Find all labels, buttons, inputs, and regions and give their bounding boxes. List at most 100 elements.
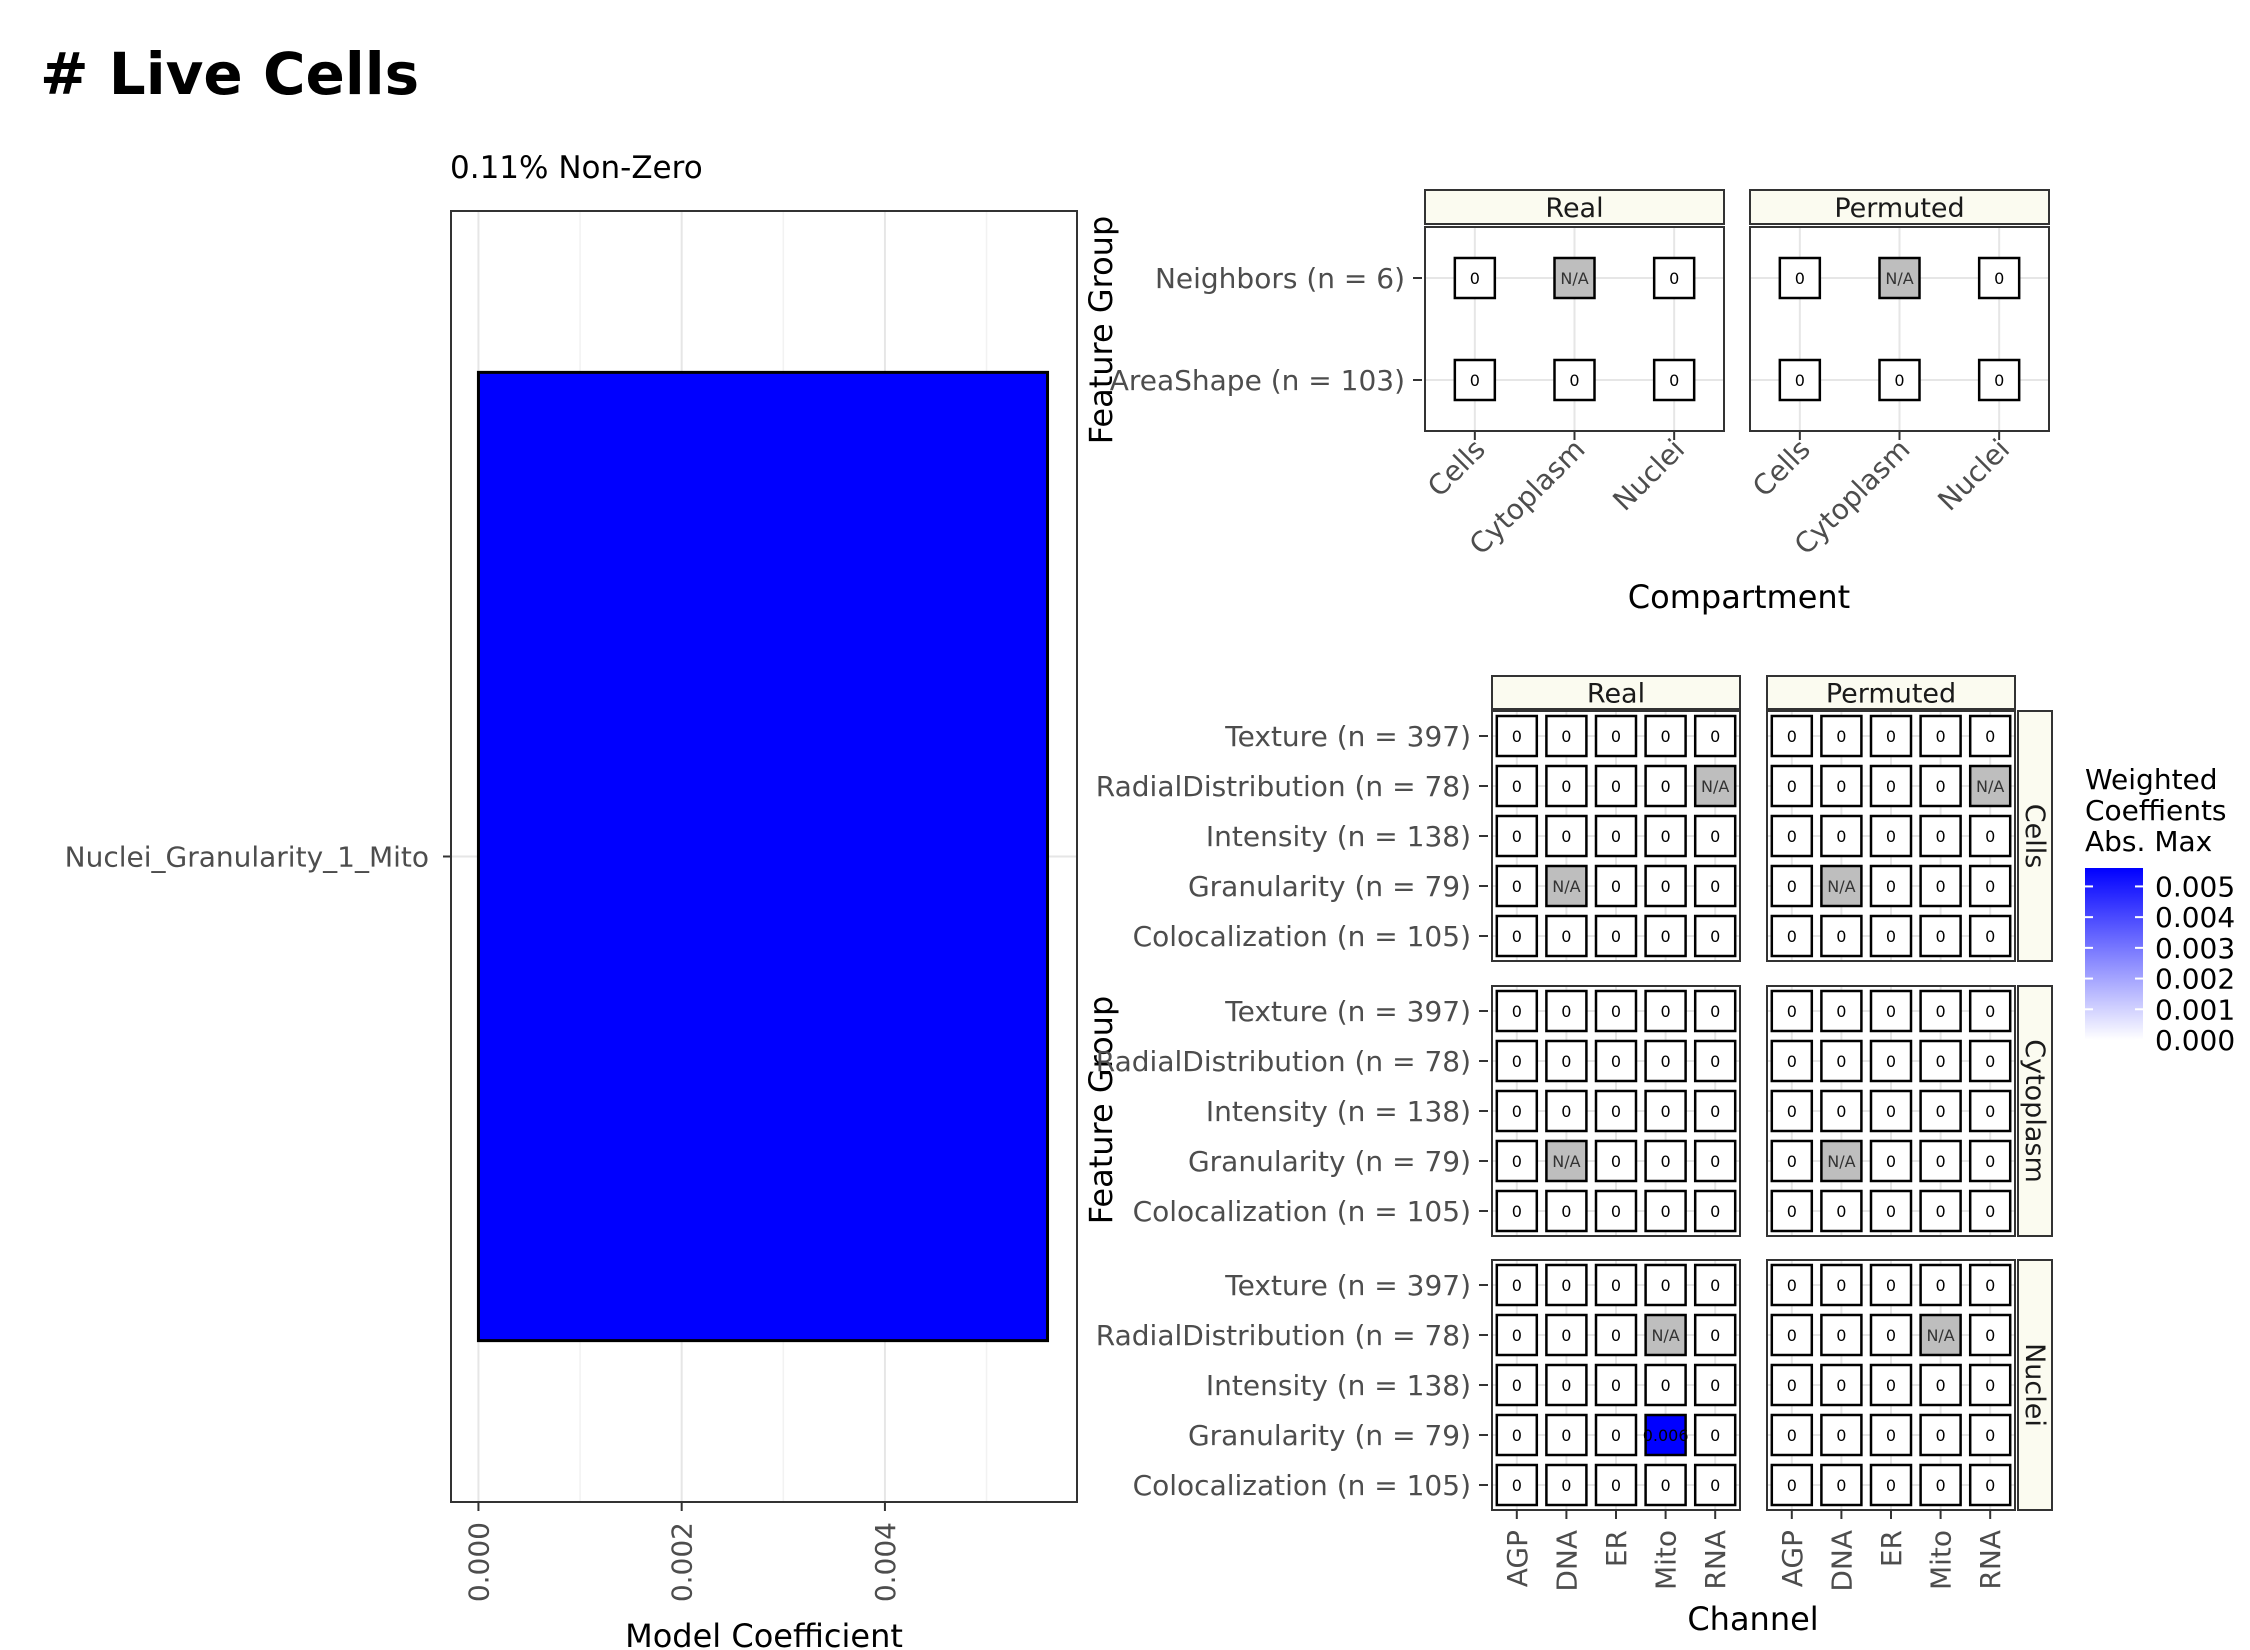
heatmap-cell-label: 0 (1710, 1152, 1720, 1171)
heatmap-cell-texture-agp (1770, 989, 1814, 1033)
heatmap-cell-label: 0 (1561, 1476, 1571, 1495)
heatmap-cell-colocalization-agp (1495, 1189, 1539, 1233)
compartment-heatmap-y-title: Feature Group (1082, 216, 1120, 445)
heatmap-cell-radialdistribution-agp (1770, 764, 1814, 808)
heatmap-x-tick-label: ER (1875, 1530, 1908, 1567)
heatmap-cell-label: 0 (1985, 727, 1995, 746)
heatmap-cell-label: 0 (1512, 877, 1522, 896)
heatmap-cell-radialdistribution-rna (1693, 764, 1737, 808)
heatmap-cell-granularity-mito (1919, 864, 1962, 908)
heatmap-cell-colocalization-er (1869, 1463, 1913, 1507)
heatmap-cell-label: 0 (1936, 727, 1946, 746)
heatmap-cell-label: 0 (1985, 1476, 1995, 1495)
heatmap-cell-intensity-rna (1693, 1089, 1737, 1133)
heatmap-x-tick-label: DNA (1825, 1530, 1858, 1592)
heatmap-x-tick-label: DNA (1550, 1530, 1583, 1592)
heatmap-cell-label: 0 (1985, 1102, 1995, 1121)
heatmap-cell-label: 0 (1985, 827, 1995, 846)
facet-strip (2017, 710, 2053, 962)
heatmap-cell-label: N/A (1827, 877, 1855, 896)
heatmap-cell-granularity-rna (1693, 864, 1737, 908)
heatmap-cell-radialdistribution-dna (1820, 1039, 1863, 1083)
heatmap-cell-radialdistribution-mito (1919, 1039, 1962, 1083)
heatmap-cell-colocalization-rna (1693, 1189, 1737, 1233)
heatmap-y-tick-label: Neighbors (n = 6) (1155, 262, 1405, 295)
heatmap-cell-intensity-agp (1495, 1363, 1539, 1407)
bar-nuclei-granularity-1-mito (476, 370, 1050, 1343)
heatmap-cell-radialdistribution-dna (1820, 1313, 1863, 1357)
heatmap-cell-label: 0 (1985, 1002, 1995, 1021)
heatmap-cell-granularity-dna (1820, 1413, 1863, 1457)
heatmap-cell-areashape-cytoplasm (1878, 358, 1921, 402)
heatmap-cell-label: 0 (1787, 1426, 1797, 1445)
heatmap-cell-label: 0 (1936, 1276, 1946, 1295)
heatmap-cell-label: 0 (1787, 1152, 1797, 1171)
heatmap-cell-texture-rna (1968, 1263, 2012, 1307)
heatmap-cell-label: 0 (1611, 777, 1621, 796)
heatmap-cell-radialdistribution-mito (1644, 1039, 1687, 1083)
heatmap-cell-label: 0 (1569, 371, 1579, 390)
heatmap-cell-label: 0 (1836, 1476, 1846, 1495)
heatmap-panel-frame (1766, 710, 2016, 962)
heatmap-cell-label: 0 (1886, 1376, 1896, 1395)
heatmap-cell-colocalization-mito (1644, 914, 1687, 958)
channel-panel-cells-permuted: 0 0 0 0 0 0 0 0 0 N/A 0 0 0 0 0 0 N/A 0 0 0 0 0 0 0 0 (1766, 710, 2016, 962)
heatmap-cell-granularity-er (1869, 1139, 1913, 1183)
bar-x-tick-label: 0.004 (869, 1522, 902, 1602)
heatmap-cell-granularity-rna (1968, 1139, 2012, 1183)
heatmap-cell-label: 0 (1936, 1002, 1946, 1021)
heatmap-cell-granularity-er (1594, 864, 1638, 908)
channel-heatmap-y-title: Feature Group (1082, 996, 1120, 1225)
heatmap-cell-intensity-mito (1644, 1089, 1687, 1133)
heatmap-cell-label: 0 (1611, 927, 1621, 946)
heatmap-cell-label: 0 (1611, 1052, 1621, 1071)
heatmap-cell-label: 0 (1710, 1426, 1720, 1445)
heatmap-y-tick-label: RadialDistribution (n = 78) (1096, 1319, 1471, 1352)
heatmap-cell-label: 0 (1787, 1202, 1797, 1221)
heatmap-cell-colocalization-agp (1495, 914, 1539, 958)
legend-tick-label: 0.000 (2155, 1024, 2235, 1057)
heatmap-cell-label: 0 (1886, 1002, 1896, 1021)
heatmap-cell-label: 0 (1661, 1052, 1671, 1071)
legend-tick-label: 0.002 (2155, 963, 2235, 996)
heatmap-x-tick-label: Mito (1925, 1530, 1958, 1590)
heatmap-panel-frame (1491, 985, 1741, 1237)
heatmap-cell-label: 0 (1985, 877, 1995, 896)
heatmap-cell-colocalization-rna (1968, 1189, 2012, 1233)
heatmap-cell-label: 0 (1561, 1276, 1571, 1295)
heatmap-cell-radialdistribution-agp (1770, 1313, 1814, 1357)
facet-strip (1766, 675, 2016, 710)
heatmap-cell-intensity-er (1869, 1089, 1913, 1133)
heatmap-cell-label: 0 (1661, 1102, 1671, 1121)
heatmap-cell-label: 0 (1994, 269, 2004, 288)
heatmap-cell-label: N/A (1976, 777, 2004, 796)
facet-strip-label: Real (1587, 679, 1645, 710)
heatmap-cell-label: 0 (1611, 1152, 1621, 1171)
heatmap-cell-texture-mito (1919, 1263, 1962, 1307)
heatmap-cell-label: 0 (1561, 1376, 1571, 1395)
heatmap-cell-label: 0 (1886, 1202, 1896, 1221)
bar-x-tick-label: 0.000 (462, 1522, 495, 1602)
heatmap-cell-granularity-mito (1919, 1139, 1962, 1183)
heatmap-cell-label: 0 (1787, 1052, 1797, 1071)
heatmap-cell-granularity-agp (1495, 864, 1539, 908)
heatmap-cell-intensity-er (1594, 1089, 1638, 1133)
heatmap-cell-label: 0 (1512, 1276, 1522, 1295)
heatmap-cell-label: 0 (1710, 1202, 1720, 1221)
heatmap-cell-label: 0 (1561, 927, 1571, 946)
heatmap-cell-intensity-rna (1968, 1363, 2012, 1407)
heatmap-cell-intensity-rna (1693, 1363, 1737, 1407)
heatmap-cell-texture-er (1594, 714, 1638, 758)
heatmap-cell-label: 0 (1886, 1276, 1896, 1295)
heatmap-cell-granularity-rna (1968, 864, 2012, 908)
heatmap-cell-label: 0 (1611, 1476, 1621, 1495)
heatmap-cell-colocalization-mito (1919, 1463, 1962, 1507)
heatmap-panel-frame (1491, 710, 1741, 962)
heatmap-cell-label: 0 (1611, 1276, 1621, 1295)
heatmap-cell-colocalization-agp (1770, 1463, 1814, 1507)
heatmap-cell-granularity-er (1869, 1413, 1913, 1457)
heatmap-cell-intensity-mito (1919, 1089, 1962, 1133)
heatmap-cell-label: N/A (1552, 877, 1580, 896)
